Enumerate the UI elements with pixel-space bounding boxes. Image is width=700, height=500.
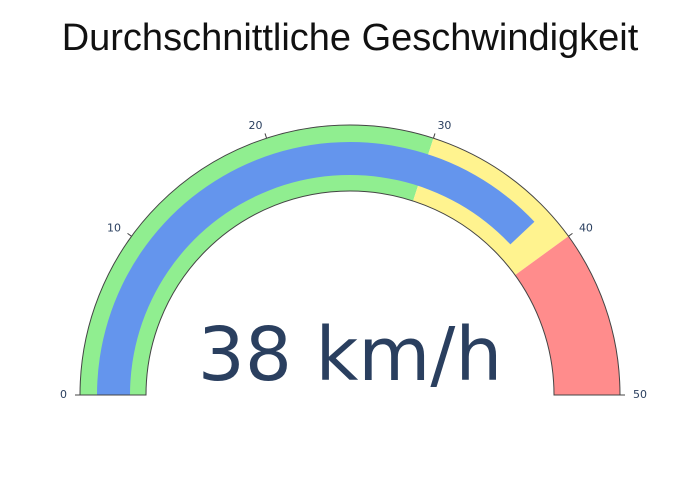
gauge-tick-label-4: 40 bbox=[579, 222, 593, 235]
gauge-bar-layer bbox=[97, 142, 535, 395]
gauge-tick-2 bbox=[264, 133, 268, 139]
gauge-value-bar bbox=[97, 142, 535, 395]
gauge-tick-label-1: 10 bbox=[107, 222, 121, 235]
gauge-tick-label-5: 50 bbox=[633, 388, 647, 401]
gauge-value-label: 38 km/h bbox=[198, 312, 502, 398]
gauge-tick-label-3: 30 bbox=[437, 119, 451, 132]
gauge-step-2 bbox=[515, 236, 620, 395]
gauge-ticks: 0 10 20 30 40 50 bbox=[60, 119, 647, 401]
gauge-tick-label-2: 20 bbox=[249, 119, 263, 132]
gauge-outline bbox=[79, 124, 621, 396]
gauge-tick-label-0: 0 bbox=[60, 388, 67, 401]
chart-title: Durchschnittliche Geschwindigkeit bbox=[62, 17, 639, 59]
gauge-tick-1 bbox=[127, 232, 132, 237]
gauge-border bbox=[79, 124, 621, 396]
gauge-tick-4 bbox=[568, 232, 573, 237]
gauge-tick-3 bbox=[432, 133, 436, 139]
